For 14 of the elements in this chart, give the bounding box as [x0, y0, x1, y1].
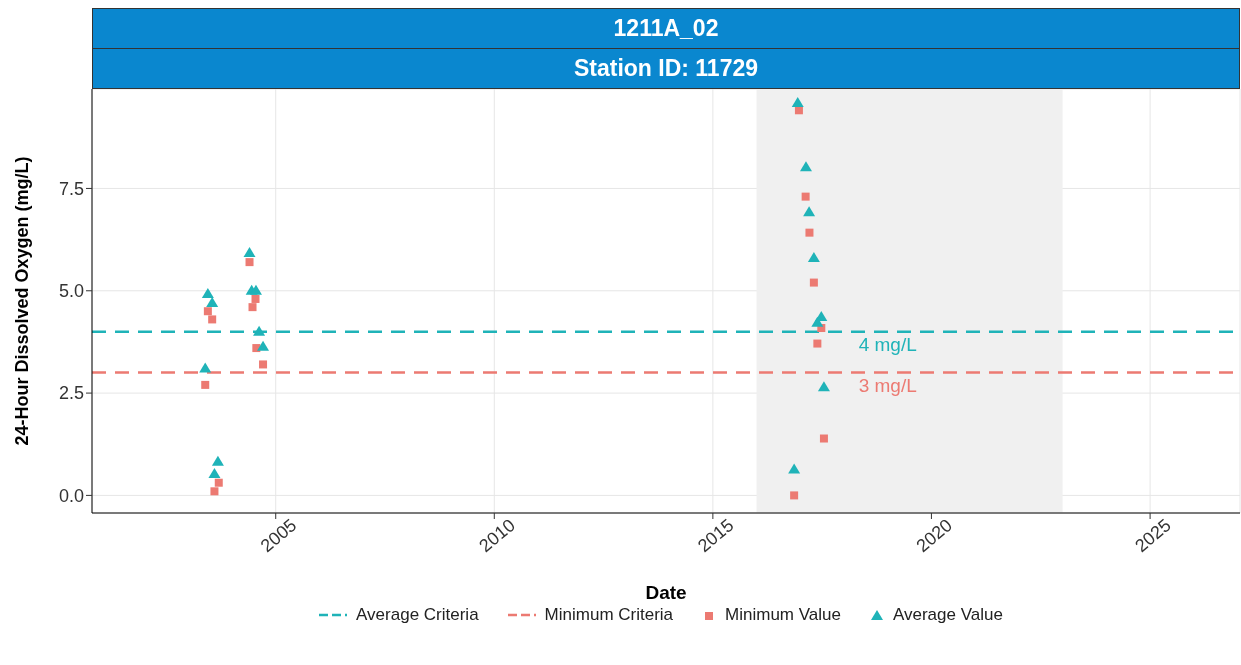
annotation: 4 mg/L	[858, 334, 917, 356]
legend-label: Average Criteria	[356, 605, 479, 625]
legend-label: Average Value	[892, 605, 1003, 625]
annotation: 3 mg/L	[858, 375, 917, 397]
y-tick-label: 2.5	[58, 383, 84, 404]
x-axis-title: Date	[645, 582, 687, 603]
chart-subtitle: Station ID: 11729	[92, 49, 1240, 89]
y-tick-label: 0.0	[58, 485, 84, 506]
legend-label: Minimum Value	[725, 605, 841, 625]
y-tick-label: 5.0	[58, 281, 84, 302]
y-axis-title: 24-Hour Dissolved Oxygen (mg/L)	[12, 156, 33, 446]
chart-title: 1211A_02	[92, 8, 1240, 49]
y-tick-label: 7.5	[58, 178, 84, 199]
legend-label: Minimum Criteria	[544, 605, 674, 625]
